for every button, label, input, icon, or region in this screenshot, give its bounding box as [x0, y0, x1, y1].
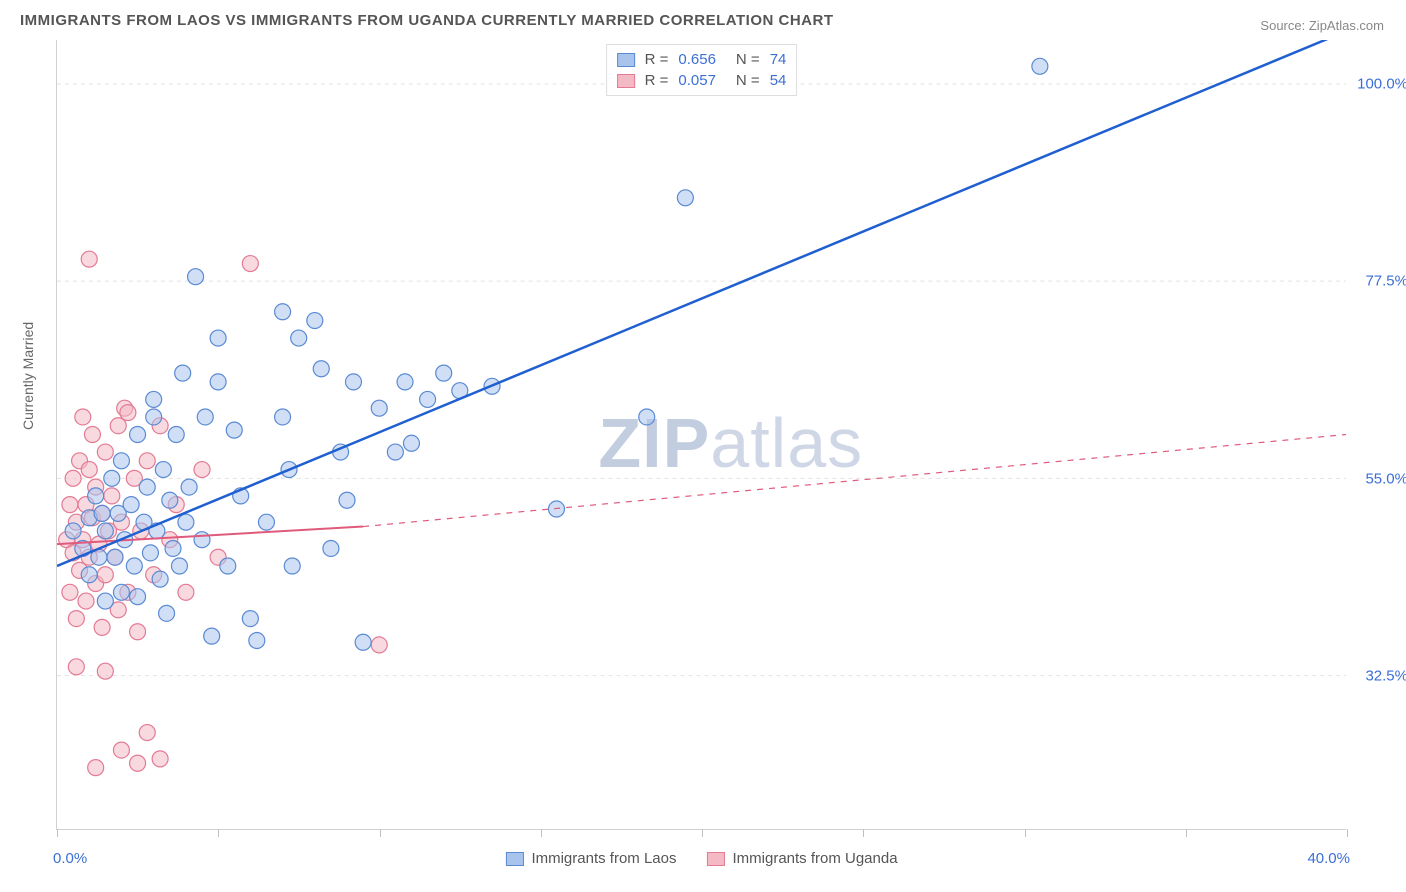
correlation-legend: R = 0.656 N = 74 R = 0.057 N = 54: [606, 44, 798, 96]
legend-item-uganda: Immigrants from Uganda: [706, 850, 897, 867]
r-label: R =: [645, 51, 669, 68]
r-label: R =: [645, 72, 669, 89]
x-tick: [218, 829, 219, 837]
legend-label-laos: Immigrants from Laos: [531, 850, 676, 867]
source-attribution: Source: ZipAtlas.com: [1260, 18, 1384, 33]
chart-plot-area: ZIPatlas R = 0.656 N = 74 R = 0.057 N = …: [56, 40, 1346, 830]
chart-title: IMMIGRANTS FROM LAOS VS IMMIGRANTS FROM …: [20, 12, 833, 29]
swatch-uganda: [617, 74, 635, 88]
legend-row-laos: R = 0.656 N = 74: [617, 49, 787, 70]
x-tick: [1347, 829, 1348, 837]
x-tick: [863, 829, 864, 837]
x-tick: [57, 829, 58, 837]
n-value-uganda: 54: [770, 72, 787, 89]
swatch-laos: [617, 53, 635, 67]
x-axis-min-label: 0.0%: [53, 850, 87, 867]
y-axis-label: Currently Married: [20, 322, 36, 430]
source-label: Source:: [1260, 18, 1305, 33]
n-value-laos: 74: [770, 51, 787, 68]
swatch-uganda-bottom: [706, 852, 724, 866]
r-value-laos: 0.656: [678, 51, 716, 68]
swatch-laos-bottom: [505, 852, 523, 866]
n-label: N =: [736, 72, 760, 89]
legend-row-uganda: R = 0.057 N = 54: [617, 70, 787, 91]
x-tick: [541, 829, 542, 837]
legend-item-laos: Immigrants from Laos: [505, 850, 676, 867]
regression-lines: [57, 40, 1346, 566]
x-tick: [1025, 829, 1026, 837]
n-label: N =: [736, 51, 760, 68]
y-tick-label: 77.5%: [1350, 273, 1406, 290]
x-axis-max-label: 40.0%: [1307, 850, 1350, 867]
y-tick-label: 100.0%: [1350, 75, 1406, 92]
scatter-svg: [57, 40, 1346, 829]
x-tick: [702, 829, 703, 837]
source-name: ZipAtlas.com: [1309, 18, 1384, 33]
gridlines: [57, 84, 1346, 676]
x-tick: [1186, 829, 1187, 837]
x-tick: [380, 829, 381, 837]
r-value-uganda: 0.057: [678, 72, 716, 89]
y-tick-label: 55.0%: [1350, 470, 1406, 487]
y-tick-label: 32.5%: [1350, 668, 1406, 685]
series-legend: Immigrants from Laos Immigrants from Uga…: [505, 850, 897, 867]
legend-label-uganda: Immigrants from Uganda: [732, 850, 897, 867]
